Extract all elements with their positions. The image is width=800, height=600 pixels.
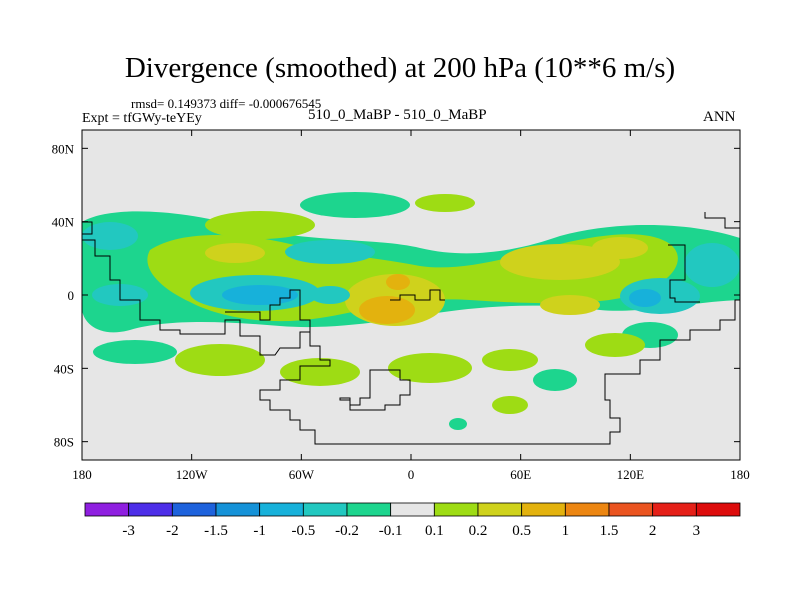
colorbar-swatch-4 — [259, 502, 304, 517]
chart-title: Divergence (smoothed) at 200 hPa (10**6 … — [124, 52, 676, 84]
colorbar-label-8: 0.2 — [469, 523, 488, 539]
colorbar-swatch-12 — [608, 502, 654, 517]
colorbar-swatch-14 — [695, 502, 741, 517]
colorbar-swatch-11 — [564, 502, 610, 517]
north-atlantic-negative — [82, 222, 740, 287]
colorbar-label-5: -0.2 — [335, 523, 359, 539]
colorbar-label-12: 2 — [649, 523, 657, 539]
colorbar-swatch-6 — [346, 502, 392, 517]
y-tick-label-1: 40N — [52, 215, 75, 230]
x-tick-label-4: 60E — [510, 467, 531, 482]
colorbar-swatch-3 — [215, 502, 261, 517]
x-tick-label-2: 60W — [289, 467, 315, 482]
x-tick-label-0: 180 — [72, 467, 92, 482]
rmsd-label: rmsd= 0.149373 diff= -0.000676545 — [131, 96, 322, 111]
x-axis: 180 120W 60W 0 60E 120E 180 — [72, 130, 750, 482]
colorbar-swatch-9 — [477, 502, 523, 517]
continent-outlines — [82, 212, 740, 445]
colorbar-label-4: -0.5 — [291, 523, 315, 539]
colorbar-swatch-1 — [128, 502, 173, 517]
colorbar-swatch-7 — [390, 502, 435, 517]
x-tick-label-5: 120E — [617, 467, 645, 482]
colorbar-swatch-13 — [652, 502, 697, 517]
y-tick-label-3: 40S — [54, 361, 74, 376]
colorbar-label-13: 3 — [693, 523, 701, 539]
colorbar-swatch-0 — [84, 502, 130, 517]
colorbar-label-1: -2 — [166, 523, 179, 539]
colorbar-swatch-2 — [171, 502, 217, 517]
x-tick-label-3: 0 — [408, 467, 415, 482]
y-tick-label-2: 0 — [68, 288, 75, 303]
colorbar-label-6: -0.1 — [379, 523, 403, 539]
colorbar-label-0: -3 — [122, 523, 135, 539]
y-tick-label-0: 80N — [52, 141, 75, 156]
colorbar-swatch-10 — [521, 502, 566, 517]
x-tick-label-6: 180 — [730, 467, 750, 482]
colorbar-label-10: 1 — [562, 523, 570, 539]
y-axis: 80N 40N 0 40S 80S — [52, 141, 740, 450]
period-label: ANN — [703, 109, 736, 125]
colorbar: -3 -2 -1.5 -1 -0.5 -0.2 -0.1 0.1 0.2 0.5 1 1.5 2 3 — [84, 502, 741, 539]
comparison-label: 510_0_MaBP - 510_0_MaBP — [308, 107, 487, 123]
colorbar-label-11: 1.5 — [600, 523, 619, 539]
colorbar-label-9: 0.5 — [512, 523, 531, 539]
colorbar-label-7: 0.1 — [425, 523, 444, 539]
colorbar-label-2: -1.5 — [204, 523, 228, 539]
y-tick-label-4: 80S — [54, 435, 74, 450]
experiment-label: Expt = tfGWy-teYEy — [82, 111, 202, 126]
colorbar-label-3: -1 — [253, 523, 266, 539]
colorbar-swatch-8 — [433, 502, 479, 517]
colorbar-swatch-5 — [302, 502, 348, 517]
x-tick-label-1: 120W — [176, 467, 209, 482]
